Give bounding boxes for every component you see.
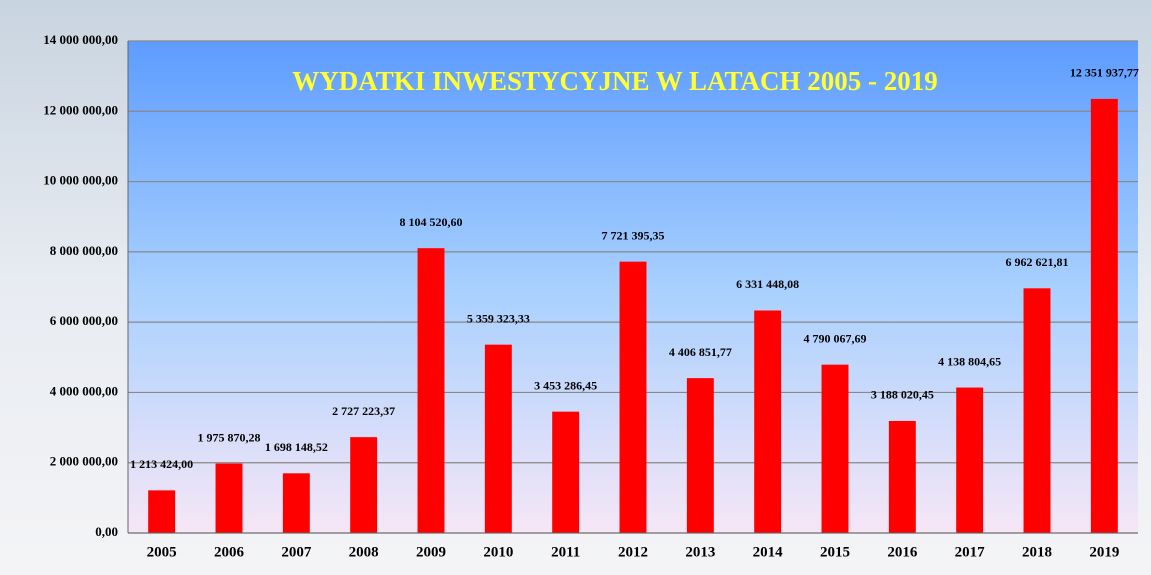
y-tick-label: 0,00 [95, 524, 118, 539]
bar [686, 378, 714, 533]
value-label: 4 138 804,65 [938, 354, 1001, 368]
chart-title: WYDATKI INWESTYCYJNE W LATACH 2005 - 201… [292, 66, 938, 96]
value-label: 6 962 621,81 [1006, 255, 1069, 269]
value-label: 3 188 020,45 [871, 388, 934, 402]
bar [484, 344, 512, 533]
y-tick-label: 4 000 000,00 [50, 383, 118, 398]
value-label: 6 331 448,08 [736, 277, 799, 291]
value-label: 1 975 870,28 [198, 430, 261, 444]
x-tick-label: 2006 [214, 544, 245, 560]
value-label: 5 359 323,33 [467, 311, 530, 325]
value-label: 12 351 937,77 [1070, 66, 1139, 80]
value-label: 2 727 223,37 [332, 404, 395, 418]
value-label: 3 453 286,45 [534, 378, 597, 392]
y-tick-label: 2 000 000,00 [50, 454, 118, 469]
value-label: 1 698 148,52 [265, 440, 328, 454]
bar [1023, 288, 1051, 533]
bar [1090, 98, 1118, 534]
y-tick-label: 8 000 000,00 [50, 243, 118, 258]
x-tick-label: 2007 [281, 544, 312, 560]
bar [282, 473, 310, 533]
x-tick-label: 2016 [887, 544, 918, 560]
bar [956, 387, 984, 533]
y-tick-label: 10 000 000,00 [43, 173, 118, 188]
x-tick-label: 2008 [349, 544, 379, 560]
value-label: 8 104 520,60 [400, 215, 463, 229]
x-tick-label: 2010 [483, 544, 513, 560]
bar [350, 437, 378, 533]
x-tick-label: 2009 [416, 544, 446, 560]
value-label: 1 213 424,00 [130, 457, 193, 471]
bar [754, 310, 782, 533]
bar [215, 463, 243, 533]
x-tick-label: 2019 [1089, 544, 1119, 560]
bar [888, 420, 916, 533]
bar [552, 411, 580, 533]
value-label: 4 406 851,77 [669, 345, 732, 359]
x-tick-label: 2017 [955, 544, 986, 560]
x-tick-label: 2012 [618, 544, 648, 560]
x-tick-label: 2005 [147, 544, 177, 560]
value-label: 7 721 395,35 [602, 228, 665, 242]
x-tick-label: 2018 [1022, 544, 1052, 560]
bar [619, 261, 647, 533]
x-tick-label: 2015 [820, 544, 850, 560]
x-tick-label: 2013 [685, 544, 715, 560]
y-tick-label: 12 000 000,00 [43, 102, 118, 117]
bar [821, 364, 849, 533]
y-tick-label: 6 000 000,00 [50, 313, 118, 328]
value-label: 4 790 067,69 [804, 331, 867, 345]
x-tick-label: 2014 [753, 544, 784, 560]
x-tick-label: 2011 [551, 544, 580, 560]
bar [148, 490, 176, 533]
bar [417, 248, 445, 533]
y-tick-label: 14 000 000,00 [43, 32, 118, 47]
